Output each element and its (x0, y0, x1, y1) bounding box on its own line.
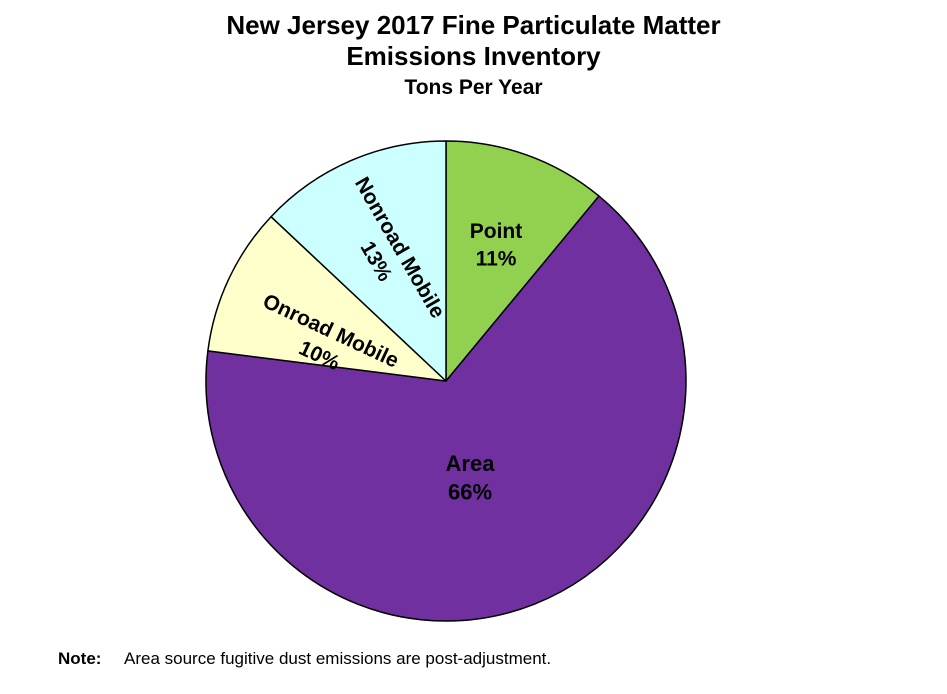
pie-label-point: Point 11% (470, 220, 523, 270)
footnote-text: Area source fugitive dust emissions are … (124, 649, 552, 668)
pie-slice-area (205, 195, 687, 622)
slice-percent-label: 11% (476, 247, 517, 270)
chart-subtitle: Tons Per Year (404, 76, 543, 99)
chart-title-line-2: Emissions Inventory (346, 41, 601, 71)
pie-label-area: Area 66% (446, 451, 496, 505)
footnote: Note: Area source fugitive dust emissions… (58, 649, 551, 669)
slice-category-label: Point (470, 220, 523, 243)
footnote-label: Note: (58, 649, 102, 668)
chart-title-line-1: New Jersey 2017 Fine Particulate Matter (226, 10, 721, 40)
pie-slice-point (445, 140, 600, 382)
pie-slices (205, 140, 687, 622)
pie-slice-onroad-mobile (207, 215, 447, 382)
slice-category-label: Area (446, 451, 496, 476)
slice-percent-label: 66% (448, 480, 492, 505)
pie-slice-nonroad-mobile (270, 140, 447, 382)
chart-title-block: New Jersey 2017 Fine Particulate Matter … (0, 10, 947, 102)
